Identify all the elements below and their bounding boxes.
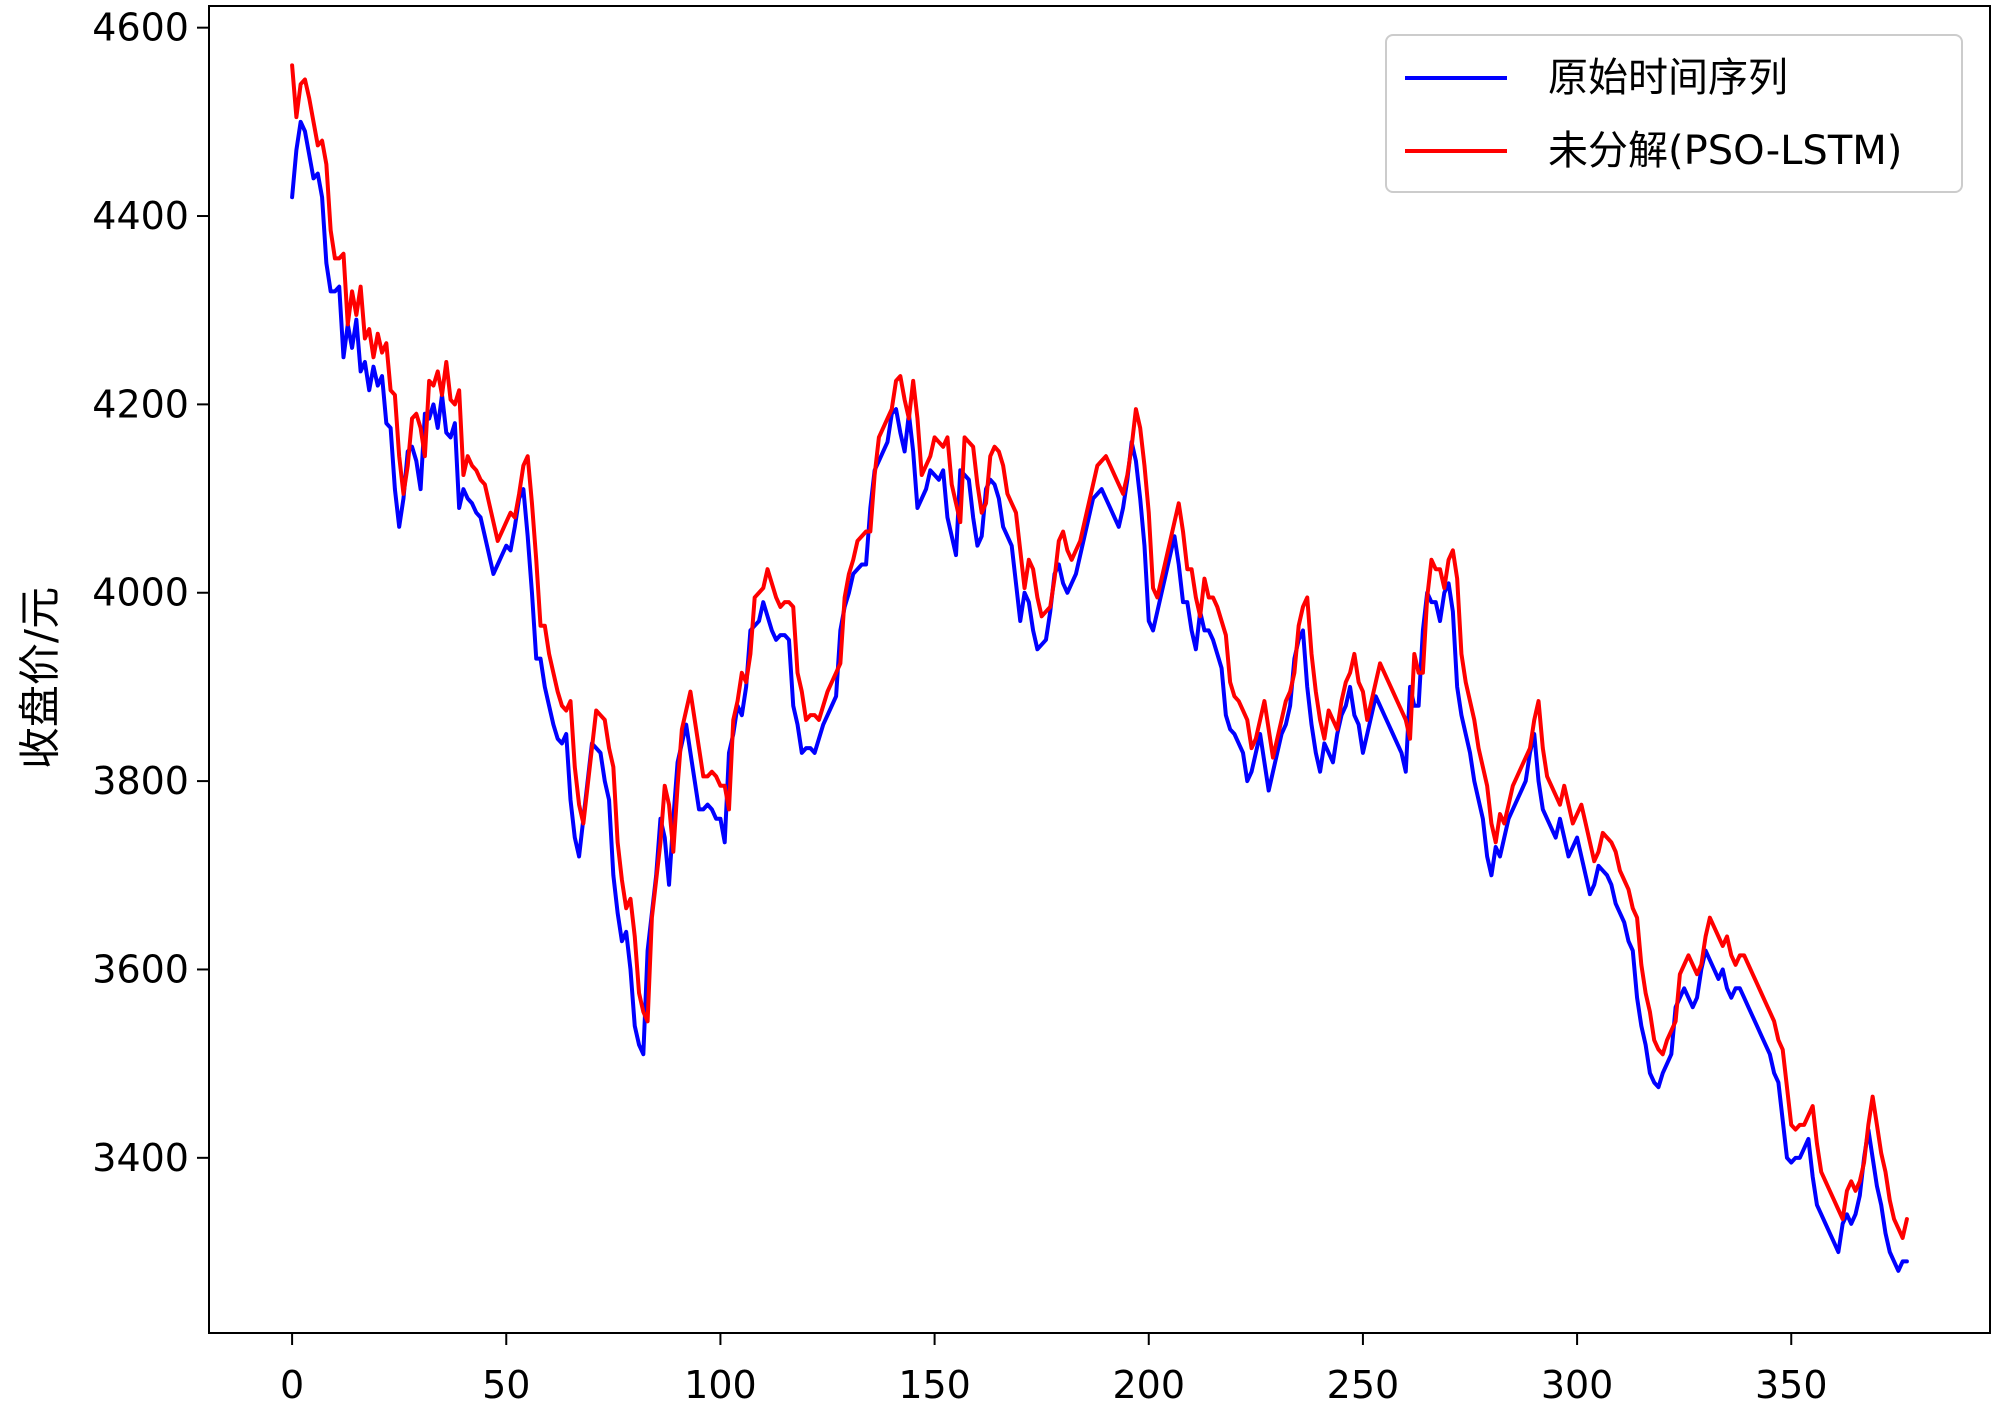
x-tick-label: 100 — [684, 1363, 757, 1406]
series-line-original — [290, 119, 1909, 1273]
tick-layer: 0 50 100 150 200 250 300 350 3400 3600 3800 4000 420… — [92, 6, 1827, 1406]
x-tick-label: 300 — [1541, 1363, 1614, 1406]
x-tick-label: 0 — [280, 1363, 304, 1406]
x-tick-label: 200 — [1112, 1363, 1185, 1406]
legend: 原始时间序列 未分解(PSO-LSTM) — [1385, 34, 1963, 193]
legend-label-original: 原始时间序列 — [1548, 55, 1788, 101]
plot-area — [209, 6, 1990, 1333]
x-tick-label: 150 — [898, 1363, 971, 1406]
series-layer — [290, 63, 1909, 1273]
y-tick-label: 4200 — [92, 382, 189, 426]
y-tick-label: 3600 — [92, 947, 189, 991]
x-tick-label: 350 — [1755, 1363, 1828, 1406]
y-tick-label: 3800 — [92, 759, 189, 803]
series-line-pso-lstm — [290, 63, 1909, 1240]
x-tick-label: 250 — [1327, 1363, 1400, 1406]
y-tick-label: 4600 — [92, 6, 189, 50]
x-tick-label: 50 — [482, 1363, 530, 1406]
y-tick-label: 4000 — [92, 571, 189, 615]
y-axis-label: 收盘价/元 — [16, 587, 65, 769]
axes-frame — [208, 5, 1991, 1334]
y-tick-label: 3400 — [92, 1136, 189, 1180]
y-tick-label: 4400 — [92, 194, 189, 238]
legend-label-pso-lstm: 未分解(PSO-LSTM) — [1548, 128, 1902, 174]
legend-box — [1385, 34, 1963, 193]
